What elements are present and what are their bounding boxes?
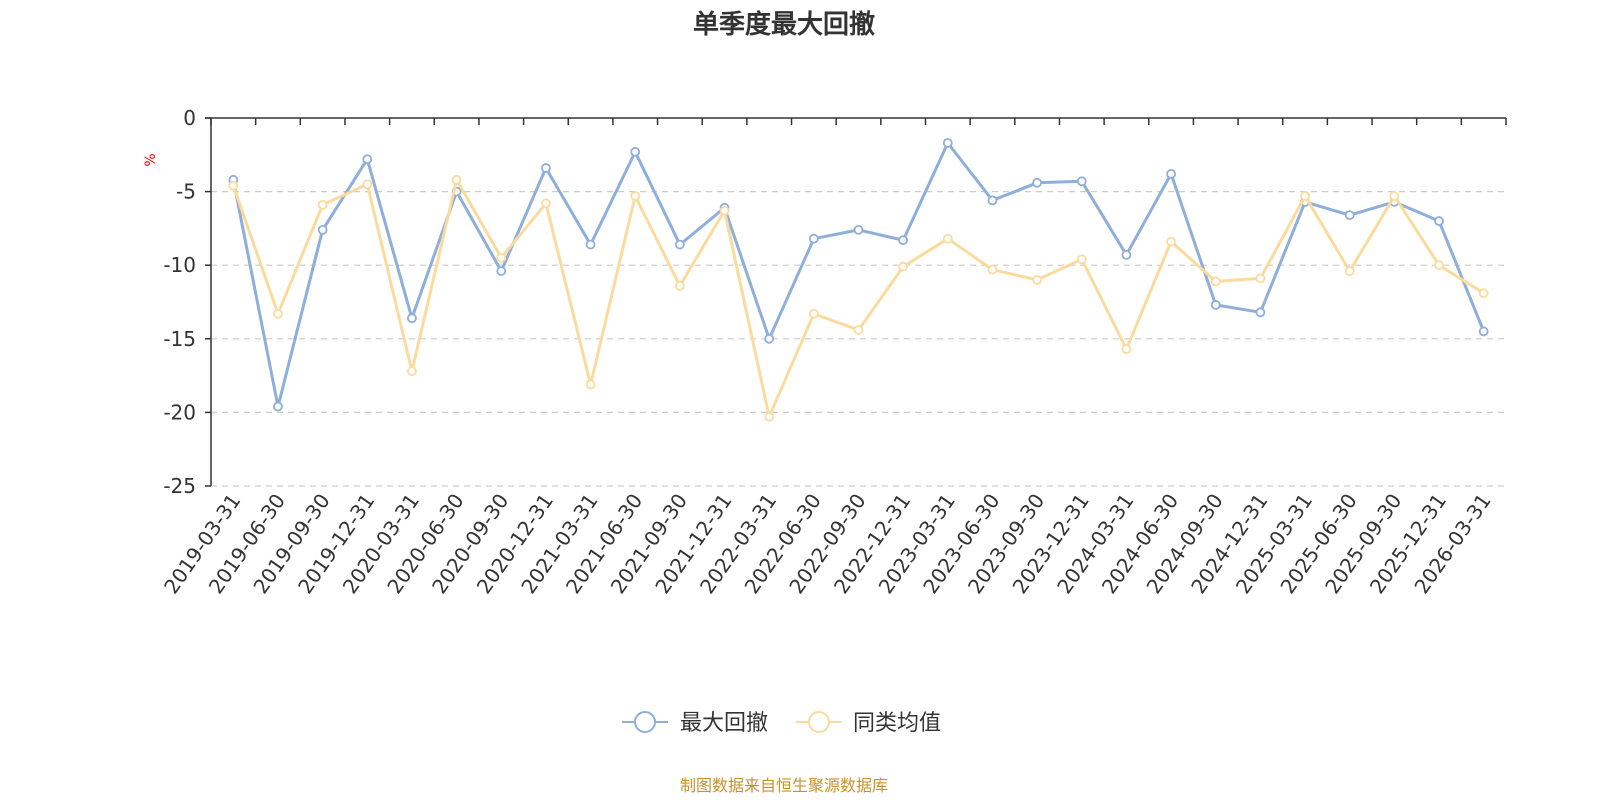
data-point [1255, 273, 1266, 284]
legend-swatch-marker [634, 711, 656, 733]
data-point [1478, 326, 1489, 337]
legend-label: 最大回撤 [680, 711, 768, 736]
data-point [317, 224, 328, 235]
data-point [407, 366, 417, 377]
data-point [1255, 307, 1266, 318]
data-point [1166, 236, 1176, 247]
y-tick-label: 0 [183, 106, 196, 130]
data-point [1032, 177, 1043, 188]
data-point [898, 235, 909, 246]
legend-swatch-marker [808, 711, 830, 733]
data-point [764, 333, 775, 344]
grid-lines [211, 191, 1506, 487]
data-point [1121, 249, 1132, 260]
data-point [1434, 216, 1444, 226]
data-point [585, 379, 596, 390]
data-point [674, 280, 685, 291]
data-point [987, 195, 998, 206]
data-point [496, 252, 507, 263]
series-line [231, 141, 1486, 408]
y-tick-label: -5 [176, 180, 196, 204]
data-point [407, 313, 417, 324]
data-point [1344, 266, 1355, 276]
data-point [808, 308, 819, 319]
data-point [1300, 191, 1310, 201]
data-point [585, 239, 596, 250]
data-point [362, 154, 373, 165]
data-point [1344, 210, 1355, 221]
chart-title: 单季度最大回撤 [693, 9, 875, 40]
data-point [1210, 300, 1221, 310]
series-line [231, 178, 1485, 419]
series-2 [228, 174, 1489, 422]
legend-item[interactable]: 同类均值 [796, 711, 941, 736]
legend[interactable]: 最大回撤 同类均值 [622, 711, 941, 736]
data-point [451, 174, 462, 185]
data-point [808, 233, 819, 244]
data-point [942, 138, 953, 148]
y-tick-label: -10 [163, 253, 196, 277]
data-point [1434, 260, 1444, 271]
y-tick-label: -25 [163, 474, 196, 498]
data-point [273, 308, 283, 319]
y-tick-label: -20 [163, 400, 196, 424]
data-point [719, 205, 730, 216]
data-point [228, 180, 239, 191]
data-point [1210, 276, 1221, 287]
data-point [273, 401, 283, 412]
data-point [1032, 275, 1043, 285]
data-point [541, 198, 551, 209]
legend-label: 同类均值 [853, 711, 941, 736]
series-layer [228, 138, 1489, 422]
data-point [853, 224, 864, 235]
axes: 0-5-10-15-20-252019-03-312019-06-302019-… [159, 106, 1507, 598]
data-point [496, 266, 507, 276]
source-text: 制图数据来自恒生聚源数据库 [680, 776, 888, 795]
data-point [630, 191, 641, 201]
data-point [1166, 169, 1176, 179]
data-point [630, 146, 641, 157]
data-point [853, 325, 864, 335]
data-point [987, 264, 998, 275]
data-point [674, 239, 685, 250]
data-point [898, 261, 909, 272]
series-1 [228, 138, 1489, 412]
y-tick-label: -15 [163, 327, 196, 351]
data-point [1478, 288, 1489, 299]
data-point [541, 163, 551, 173]
y-axis-label: % [143, 153, 159, 166]
data-point [1121, 344, 1132, 355]
data-point [764, 411, 775, 422]
data-point [317, 199, 328, 210]
data-point [942, 233, 953, 244]
data-point [1389, 191, 1400, 201]
data-point [1076, 254, 1087, 265]
data-point [362, 179, 373, 190]
legend-item[interactable]: 最大回撤 [622, 711, 768, 736]
data-point [1076, 176, 1087, 187]
